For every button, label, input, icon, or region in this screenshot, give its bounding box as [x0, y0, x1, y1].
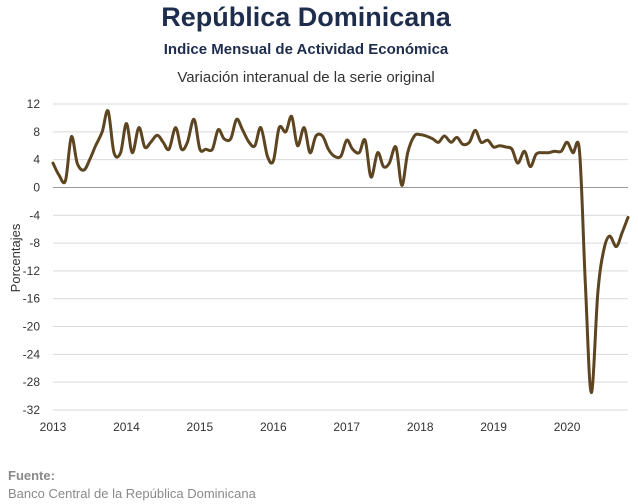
y-tick-label: 8: [33, 125, 40, 139]
y-tick-label: -12: [23, 264, 41, 278]
y-tick-label: -28: [23, 375, 41, 389]
y-tick-label: 0: [33, 180, 40, 194]
chart-title: República Dominicana: [161, 2, 451, 32]
y-tick-label: -4: [29, 208, 40, 222]
y-tick-label: 4: [33, 153, 40, 167]
series-line: [51, 109, 630, 395]
y-tick-label: -16: [23, 292, 41, 306]
y-axis-ticks: 12 8 4 0 -4 -8 -12 -16 -20 -24 -28 -32: [23, 97, 41, 417]
x-tick-label: 2014: [113, 420, 140, 434]
x-tick-label: 2020: [554, 420, 581, 434]
x-tick-label: 2013: [40, 420, 67, 434]
x-tick-label: 2018: [407, 420, 434, 434]
x-tick-label: 2015: [187, 420, 214, 434]
chart-subtitle: Indice Mensual de Actividad Económica: [163, 41, 449, 58]
source-text: Banco Central de la República Dominicana: [8, 486, 256, 501]
y-tick-label: -32: [23, 403, 41, 417]
y-tick-label: -8: [29, 236, 40, 250]
x-axis-ticks: 2013 2014 2015 2016 2017 2018 2019 2020: [40, 420, 581, 434]
y-tick-label: -24: [23, 347, 41, 361]
x-tick-label: 2019: [480, 420, 507, 434]
y-tick-label: -20: [23, 320, 41, 334]
x-tick-label: 2017: [333, 420, 360, 434]
chart-subtitle-secondary: Variación interanual de la serie origina…: [177, 69, 435, 86]
gridlines: [53, 103, 628, 411]
source-label: Fuente:: [8, 468, 55, 483]
y-axis-label: Porcentajes: [8, 223, 23, 292]
x-tick-label: 2016: [260, 420, 287, 434]
y-tick-label: 12: [27, 97, 41, 111]
